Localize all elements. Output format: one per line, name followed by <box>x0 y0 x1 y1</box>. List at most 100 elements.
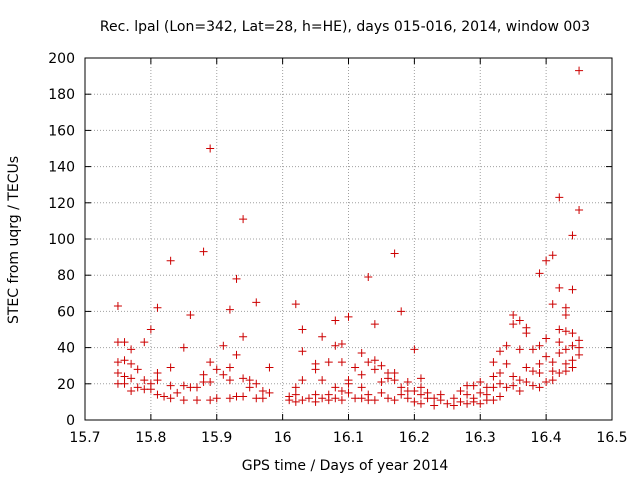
data-point <box>311 397 320 406</box>
data-point <box>298 325 307 334</box>
data-point <box>370 356 379 365</box>
x-axis-label: GPS time / Days of year 2014 <box>242 458 449 474</box>
x-tick-label: 16.2 <box>399 430 430 446</box>
data-point <box>377 377 386 386</box>
y-tick-label: 40 <box>57 341 75 357</box>
data-points <box>113 66 584 410</box>
data-point <box>410 387 419 396</box>
data-point <box>370 365 379 374</box>
data-point <box>337 339 346 348</box>
data-point <box>476 399 485 408</box>
data-point <box>291 390 300 399</box>
data-point <box>166 394 175 403</box>
data-point <box>548 376 557 385</box>
data-point <box>344 312 353 321</box>
data-point <box>390 396 399 405</box>
data-point <box>542 256 551 265</box>
data-point <box>575 206 584 215</box>
data-point <box>561 367 570 376</box>
data-point <box>291 300 300 309</box>
data-point <box>449 394 458 403</box>
grid-lines <box>85 58 612 420</box>
data-point <box>120 356 129 365</box>
data-point <box>324 358 333 367</box>
data-point <box>239 215 248 224</box>
data-point <box>515 345 524 354</box>
data-point <box>239 332 248 341</box>
data-point <box>377 361 386 370</box>
y-tick-label: 160 <box>48 123 75 139</box>
data-point <box>522 377 531 386</box>
data-point <box>265 388 274 397</box>
data-point <box>133 365 142 374</box>
y-tick-label: 120 <box>48 196 75 212</box>
data-point <box>416 383 425 392</box>
data-point <box>509 372 518 381</box>
data-point <box>561 311 570 320</box>
data-point <box>509 311 518 320</box>
data-point <box>555 193 564 202</box>
data-point <box>331 394 340 403</box>
data-point <box>318 394 327 403</box>
data-point <box>127 387 136 396</box>
data-point <box>555 368 564 377</box>
data-point <box>179 343 188 352</box>
data-point <box>206 144 215 153</box>
data-point <box>542 377 551 386</box>
data-point <box>384 374 393 383</box>
data-point <box>239 392 248 401</box>
data-point <box>522 363 531 372</box>
data-point <box>548 251 557 260</box>
data-point <box>555 325 564 334</box>
data-point <box>225 363 234 372</box>
data-point <box>351 363 360 372</box>
data-point <box>509 381 518 390</box>
data-point <box>153 303 162 312</box>
data-point <box>528 381 537 390</box>
data-point <box>469 397 478 406</box>
data-point <box>232 274 241 283</box>
data-point <box>542 334 551 343</box>
data-point <box>561 327 570 336</box>
data-point <box>166 256 175 265</box>
data-point <box>568 285 577 294</box>
data-point <box>127 374 136 383</box>
data-point <box>258 394 267 403</box>
data-point <box>160 392 169 401</box>
data-point <box>331 341 340 350</box>
data-point <box>449 401 458 410</box>
data-point <box>232 350 241 359</box>
data-point <box>410 345 419 354</box>
data-point <box>390 376 399 385</box>
data-point <box>337 396 346 405</box>
data-point <box>502 383 511 392</box>
data-point <box>127 359 136 368</box>
data-point <box>509 320 518 329</box>
data-point <box>496 379 505 388</box>
data-point <box>555 349 564 358</box>
data-point <box>377 388 386 397</box>
data-point <box>344 379 353 388</box>
y-tick-label: 140 <box>48 160 75 176</box>
data-point <box>390 249 399 258</box>
data-point <box>397 383 406 392</box>
data-point <box>548 367 557 376</box>
data-point <box>212 365 221 374</box>
data-point <box>252 298 261 307</box>
data-point <box>515 387 524 396</box>
y-tick-label: 100 <box>48 232 75 248</box>
data-point <box>192 383 201 392</box>
data-point <box>318 376 327 385</box>
data-point <box>397 307 406 316</box>
x-tick-label: 15.9 <box>201 430 232 446</box>
data-point <box>489 396 498 405</box>
data-point <box>133 383 142 392</box>
data-point <box>153 390 162 399</box>
data-point <box>344 388 353 397</box>
data-point <box>239 374 248 383</box>
data-point <box>476 377 485 386</box>
data-point <box>476 388 485 397</box>
data-point <box>298 347 307 356</box>
data-point <box>548 300 557 309</box>
